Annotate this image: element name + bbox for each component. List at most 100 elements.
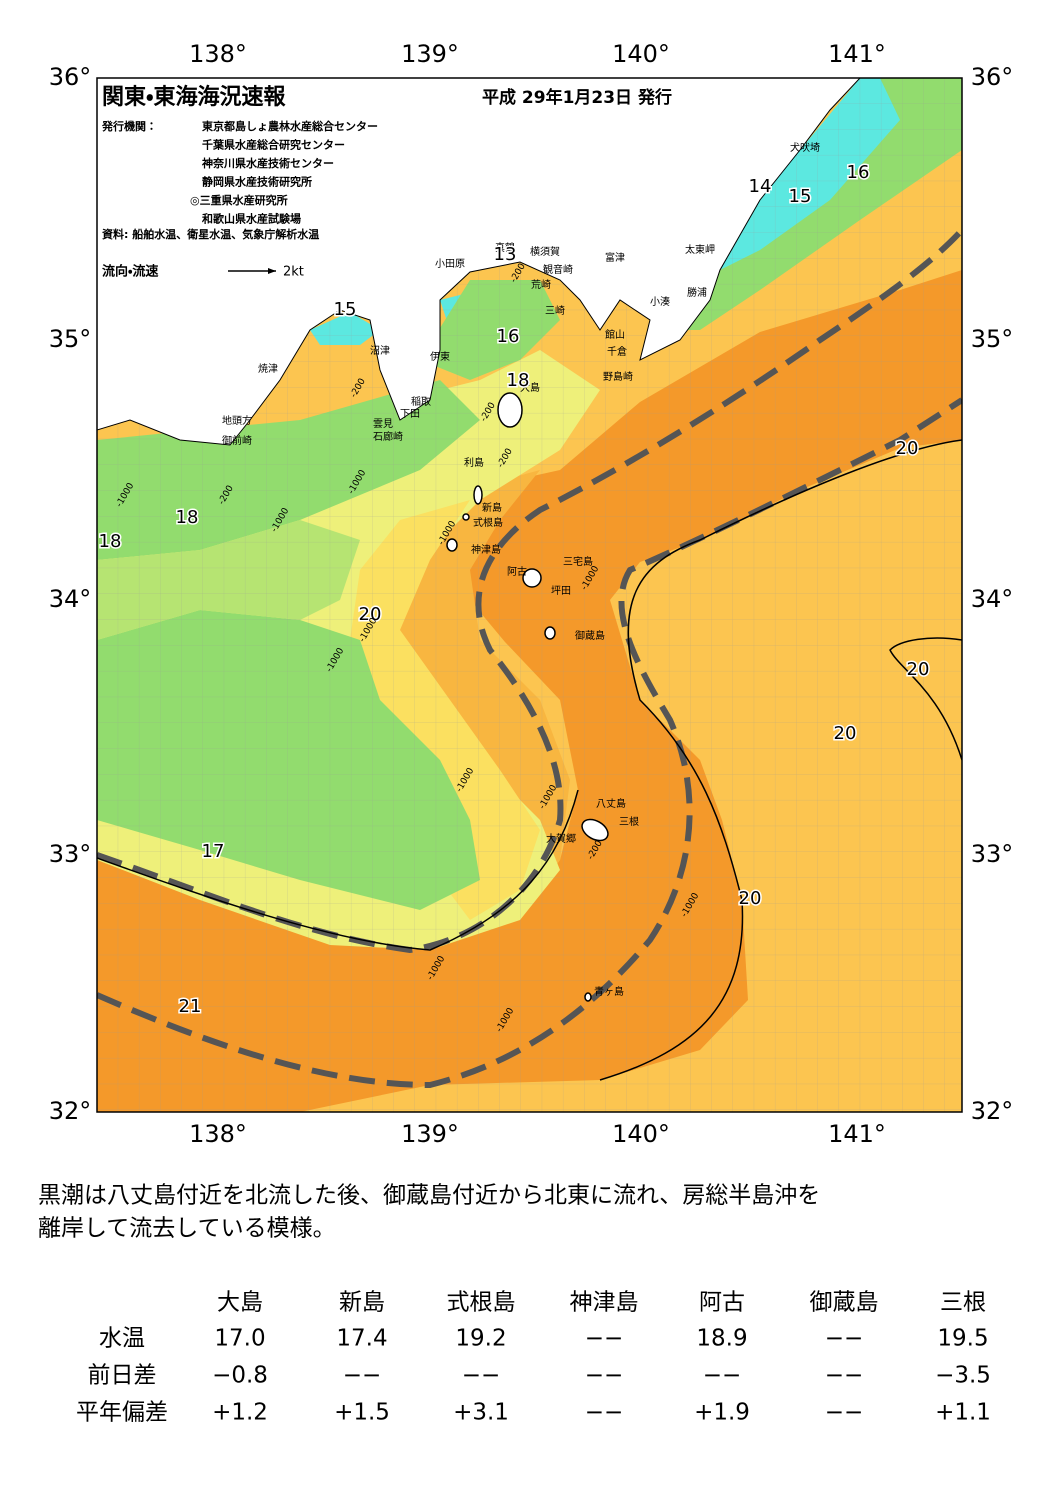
place-label: 焼津 [258, 363, 278, 375]
table-header: 三根 [940, 1290, 986, 1316]
issuer: ◎三重県水産研究所 [190, 193, 288, 207]
row-label: 前日差 [88, 1363, 157, 1389]
lat-label: 36° [49, 63, 92, 91]
islands [446, 392, 609, 1002]
table-cell: −− [703, 1363, 742, 1389]
kuroshio-axis [97, 227, 962, 1089]
isotherm-label: 16 [497, 326, 520, 347]
place-label: 三根 [619, 815, 639, 828]
place-label: 八丈島 [596, 797, 626, 810]
lat-label: 33° [49, 840, 92, 868]
row-label: 水温 [99, 1326, 145, 1352]
table-cell: +1.9 [694, 1400, 750, 1426]
place-label: 三崎 [545, 304, 565, 317]
flow-legend: 流向・流速 [102, 264, 158, 280]
place-label: 富津 [605, 251, 625, 264]
table-cell: +3.1 [453, 1400, 509, 1426]
place-label: 沼津 [370, 344, 390, 357]
isotherm-label: 20 [896, 438, 919, 459]
lat-label: 36° [971, 63, 1014, 91]
place-label: 石廊崎 [373, 430, 403, 443]
table-header: 式根島 [447, 1290, 516, 1316]
place-label: 野島崎 [603, 370, 633, 383]
flow-arrow-head [268, 268, 276, 274]
isotherm-label: 20 [739, 888, 762, 909]
place-label: 利島 [464, 456, 484, 469]
table-cell: −− [825, 1363, 864, 1389]
isotherm-label: 16 [847, 162, 870, 183]
table-cell: −− [343, 1363, 382, 1389]
table-cell: +1.5 [334, 1400, 390, 1426]
table-cell: −− [585, 1326, 624, 1352]
row-label: 平年偏差 [76, 1400, 168, 1426]
lon-label: 138° [189, 40, 247, 68]
isotherm-label: 17 [202, 841, 225, 862]
table-cell: 19.2 [455, 1326, 506, 1352]
summary-line: 離岸して流去している模様。 [38, 1216, 336, 1242]
table-header: 御蔵島 [810, 1290, 879, 1316]
isotherm-label: 20 [834, 723, 857, 744]
lat-label: 35° [49, 325, 92, 353]
place-label: 地頭方 [222, 414, 252, 427]
place-label: 式根島 [473, 516, 503, 529]
table-cell: 17.0 [214, 1326, 265, 1352]
lon-label: 140° [612, 1120, 670, 1148]
place-label: 坪田 [551, 584, 571, 597]
place-label: 館山 [605, 328, 625, 341]
table-cell: +1.1 [935, 1400, 991, 1426]
table-cell: −0.8 [212, 1363, 268, 1389]
isotherm-label: 21 [179, 996, 202, 1017]
place-label: 下田 [400, 409, 420, 420]
place-label: 小田原 [435, 258, 465, 270]
place-label: 勝浦 [687, 286, 707, 299]
lon-label: 138° [189, 1120, 247, 1148]
table-cell: −− [462, 1363, 501, 1389]
lat-label: 32° [971, 1097, 1014, 1125]
place-label: 新島 [482, 501, 502, 514]
place-label: 犬吠埼 [790, 141, 820, 154]
table-cell: −− [825, 1400, 864, 1426]
isotherm-label: 20 [359, 604, 382, 625]
table-cell: 17.4 [336, 1326, 387, 1352]
lat-label: 35° [971, 325, 1014, 353]
place-label: 真鶴 [495, 241, 515, 254]
place-label: 千倉 [607, 346, 627, 358]
isotherm-label: 13 [494, 244, 517, 265]
place-label: 横須賀 [530, 245, 560, 258]
place-label: 御前崎 [222, 434, 252, 447]
lon-label: 141° [828, 40, 886, 68]
summary-line: 黒潮は八丈島付近を北流した後、御蔵島付近から北東に流れ、房総半島沖を [38, 1183, 820, 1209]
source: 資料: 船舶水温、衛星水温、気象庁解析水温 [102, 227, 319, 241]
table-cell: −− [585, 1400, 624, 1426]
place-label: 神津島 [471, 543, 501, 556]
isotherm-label: 20 [907, 659, 930, 680]
lat-label: 33° [971, 840, 1014, 868]
isotherm-label: 15 [334, 299, 357, 320]
place-label: 観音崎 [543, 263, 573, 276]
table-header: 阿古 [699, 1290, 745, 1316]
table-header: 神津島 [570, 1290, 639, 1316]
table-header: 大島 [217, 1290, 263, 1316]
table-cell: 18.9 [696, 1326, 747, 1352]
place-label: 青ヶ島 [594, 985, 624, 998]
table-cell: 19.5 [937, 1326, 988, 1352]
lat-label: 32° [49, 1097, 92, 1125]
place-label: 阿古 [507, 565, 527, 578]
place-label: 雲見 [373, 418, 393, 430]
map-frame [96, 77, 963, 1113]
issuer: 東京都島しょ農林水産総合センター [202, 119, 378, 133]
lat-label: 34° [971, 585, 1014, 613]
lat-label: 34° [49, 585, 92, 613]
issuer: 神奈川県水産技術センター [201, 156, 334, 170]
lon-label: 140° [612, 40, 670, 68]
place-label: 太東岬 [685, 243, 715, 256]
issuer: 千葉県水産総合研究センター [202, 138, 345, 152]
isotherms [97, 439, 962, 1081]
lon-label: 139° [401, 40, 459, 68]
lon-label: 139° [401, 1120, 459, 1148]
place-label: 大島 [520, 381, 540, 394]
table-cell: −− [825, 1326, 864, 1352]
place-label: 御蔵島 [575, 629, 605, 642]
place-label: 大賀郷 [546, 832, 576, 845]
table-header: 新島 [339, 1290, 385, 1316]
